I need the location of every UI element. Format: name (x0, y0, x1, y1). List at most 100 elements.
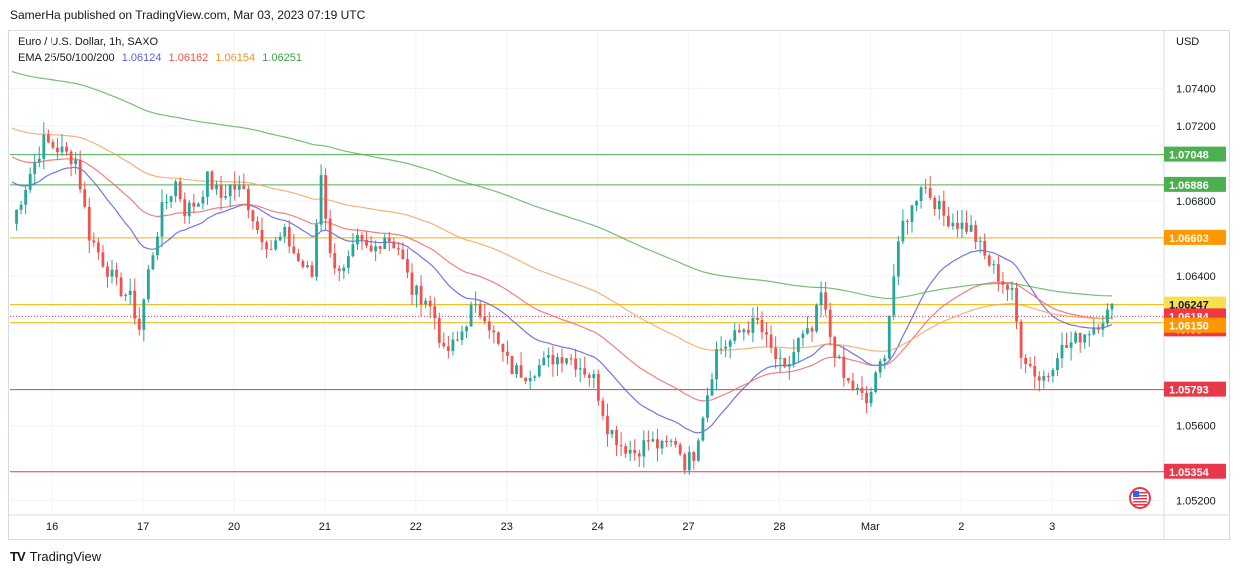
tradingview-brand[interactable]: TV TradingView (10, 549, 101, 564)
candle-body (919, 187, 923, 202)
candle-body (92, 240, 96, 243)
candle-body (165, 201, 168, 203)
candle-body (206, 171, 209, 197)
candle-body (696, 440, 700, 461)
candle-body (306, 265, 309, 267)
candle-body (824, 292, 828, 310)
candle-body (551, 355, 555, 365)
candle-body (1051, 370, 1055, 377)
level-tag: 1.06603 (1169, 233, 1209, 245)
candle-body (737, 330, 741, 333)
candle-body (674, 440, 678, 445)
candle-body (1074, 332, 1078, 343)
candle-body (110, 269, 114, 277)
candle-body (142, 299, 146, 330)
candle-body (746, 329, 750, 333)
candle-body (642, 440, 646, 457)
candle-body (369, 245, 373, 252)
ema-legend[interactable]: EMA 25/50/100/200 1.06124 1.06162 1.0615… (18, 52, 306, 64)
candle-body (915, 201, 918, 206)
candle-body (992, 264, 996, 266)
candle-body (819, 292, 823, 306)
candle-body (69, 151, 73, 165)
candle-body (815, 305, 818, 332)
candle-body (851, 380, 855, 390)
candle-body (310, 265, 314, 277)
candle-body (587, 374, 591, 378)
candle-body (951, 222, 955, 227)
level-tag: 1.06886 (1169, 180, 1209, 192)
level-tag-bg (1164, 146, 1226, 162)
candle-body (546, 355, 550, 358)
candle-body (1092, 328, 1096, 335)
candle-body (483, 316, 487, 322)
x-tick-label: 3 (1049, 521, 1055, 533)
level-tag-bg (1164, 381, 1226, 397)
candle-body (215, 184, 218, 190)
candle-body (510, 355, 514, 375)
candle-body (965, 222, 968, 232)
candle-body (319, 175, 323, 225)
candle-body (56, 147, 59, 153)
candle-body (65, 146, 68, 152)
candle-body (896, 241, 900, 277)
x-tick-label: 20 (228, 521, 240, 533)
us-flag-event-icon[interactable] (1129, 487, 1151, 509)
candle-body (701, 417, 705, 441)
tradingview-logo-icon: TV (10, 549, 26, 564)
candle-body (683, 454, 687, 471)
candle-body (787, 364, 791, 367)
candle-body (342, 267, 346, 272)
candle-body (1087, 334, 1091, 336)
candle-body (1010, 288, 1014, 290)
candle-body (437, 318, 441, 343)
candle-body (146, 269, 150, 300)
candle-body (192, 202, 196, 207)
candle-body (169, 196, 173, 202)
candle-body (796, 338, 800, 353)
ema100-value: 1.06154 (215, 52, 256, 64)
candle-body (328, 218, 332, 254)
instrument-legend[interactable]: Euro / U.S. Dollar, 1h, SAXO (18, 36, 159, 48)
candle-body (887, 315, 891, 359)
candle-body (246, 189, 250, 211)
candle-body (392, 241, 396, 249)
candle-body (101, 252, 105, 267)
publish-caption: SamerHa published on TradingView.com, Ma… (10, 8, 366, 22)
candle-body (24, 189, 28, 205)
candle-body (842, 356, 846, 378)
candle-body (283, 227, 287, 237)
candle-body (274, 240, 278, 250)
candle-body (428, 300, 432, 307)
candle-body (760, 320, 764, 333)
candle-body (233, 184, 237, 190)
candle-body (665, 440, 668, 443)
candle-body (1110, 303, 1114, 310)
candle-body (119, 277, 123, 297)
candle-body (151, 255, 155, 270)
candle-body (646, 440, 650, 442)
candle-body (196, 203, 200, 207)
candle-body (1015, 288, 1018, 322)
ema50-line (11, 156, 1113, 402)
candle-body (496, 332, 500, 344)
chart-frame (8, 30, 1230, 540)
candle-body (260, 229, 264, 243)
candle-body (1001, 281, 1005, 285)
candle-body (878, 361, 882, 373)
y-tick-label: 1.07400 (1176, 84, 1216, 96)
candle-body (251, 210, 255, 222)
candle-body (292, 246, 296, 254)
x-tick-label: 16 (46, 521, 58, 533)
candle-body (769, 334, 773, 348)
candle-body (474, 304, 478, 306)
candle-body (242, 185, 246, 190)
candle-body (410, 272, 414, 295)
candle-body (1069, 342, 1073, 348)
ema25-line (11, 166, 1113, 434)
candle-body (60, 146, 64, 153)
candle-body (806, 328, 809, 334)
candle-body (910, 205, 914, 222)
candle-body (946, 215, 950, 227)
